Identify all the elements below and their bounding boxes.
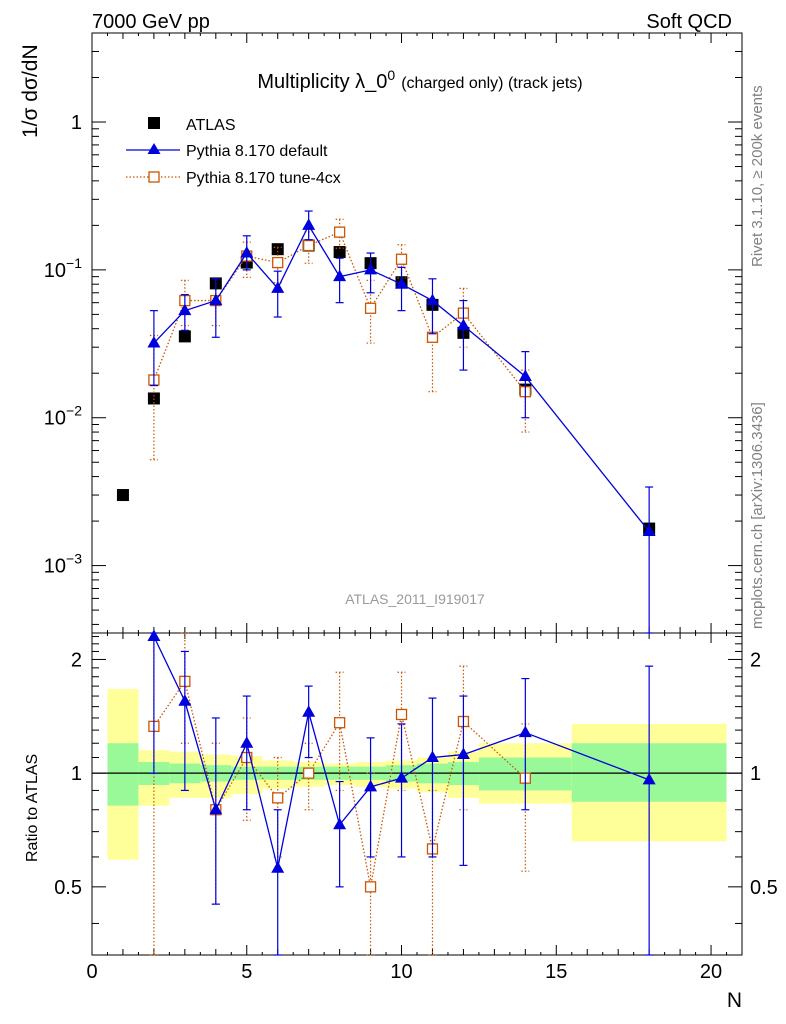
ratio-band-inner (107, 743, 139, 806)
x-tick-label: 20 (700, 961, 722, 983)
pythia-default-point (518, 369, 532, 382)
x-tick-label: 0 (86, 961, 97, 983)
ratio-default-point (642, 772, 656, 785)
y-tick-label-ratio-left: 0.5 (54, 877, 82, 899)
legend-marker-pythia-4cx (148, 171, 160, 183)
y-tick-label-exp: −3 (66, 551, 82, 567)
y-tick-label-base: 10 (44, 408, 66, 430)
legend-label-pythia-default: Pythia 8.170 default (186, 143, 328, 160)
atlas-point (333, 246, 346, 259)
pythia-default-point (240, 246, 254, 258)
x-tick-label: 10 (390, 961, 412, 983)
pythia-4cx-point (333, 226, 346, 238)
ratio-default-point (518, 725, 532, 738)
pythia-4cx-point (272, 256, 284, 269)
ratio-default-point (209, 802, 223, 815)
y-tick-label-ratio-right: 2 (750, 649, 761, 671)
pythia-default-point (333, 269, 347, 282)
chart-title: Multiplicity λ_00 (charged only) (track j… (257, 67, 582, 93)
x-tick-label: 15 (545, 961, 567, 983)
ratio-4cx-point (272, 792, 284, 804)
atlas-point (178, 330, 191, 343)
legend: ATLAS Pythia 8.170 default Pythia 8.170 … (126, 117, 341, 187)
y-tick-label-exp: −1 (66, 255, 82, 271)
ratio-default-point (395, 771, 409, 783)
ratio-4cx-line (153, 679, 526, 887)
ratio-4cx-point (333, 717, 346, 729)
legend-label-atlas: ATLAS (186, 117, 236, 134)
y-tick-label-main: 10−1 (44, 255, 82, 282)
y-tick-label-main: 1 (71, 112, 82, 134)
y-axis-label: 1/σ dσ/dN (19, 44, 42, 138)
pythia-4cx-point (303, 239, 315, 252)
pythia-default-point (178, 303, 192, 316)
ratio-default-point (178, 694, 192, 706)
pythia-4cx-point (364, 302, 377, 314)
header-right: Soft QCD (646, 11, 732, 33)
chart-title-small: (charged only) (track jets) (401, 75, 582, 92)
y-tick-label-exp: −2 (66, 403, 82, 419)
pythia-4cx-point (395, 253, 408, 265)
pythia-default-point (425, 293, 439, 306)
pythia-default-point (271, 281, 285, 293)
x-tick-label: 5 (241, 961, 252, 983)
atlas-point (116, 489, 129, 502)
atlas-point (147, 392, 160, 405)
y-tick-label-base: 10 (44, 260, 66, 282)
y-tick-label-ratio-left: 1 (71, 763, 82, 785)
header-left: 7000 GeV pp (92, 11, 210, 33)
side-label-bottom: mcplots.cern.ch [arXiv:1306.3436] (749, 402, 766, 629)
ratio-default-point (271, 861, 285, 873)
y-tick-label-ratio-left: 2 (71, 649, 82, 671)
legend-label-pythia-4cx: Pythia 8.170 tune-4cx (186, 170, 341, 187)
pythia-default-point (364, 262, 378, 275)
y-tick-label-base: 1 (71, 112, 82, 134)
legend-marker-pythia-default (147, 143, 161, 154)
side-label-top: Rivet 3.1.10, ≥ 200k events (749, 85, 766, 267)
atlas-point (271, 243, 284, 256)
ratio-y-axis-label: Ratio to ATLAS (24, 754, 41, 862)
data-layer (92, 210, 742, 956)
legend-marker-atlas (148, 117, 160, 129)
y-tick-label-main: 10−2 (44, 403, 82, 430)
pythia-default-point (209, 293, 223, 306)
pythia-default-point (395, 277, 409, 289)
pythia-default-point (456, 318, 470, 331)
pythia-default-point (302, 218, 316, 230)
ratio-default-point (333, 817, 347, 830)
y-tick-label-main: 10−3 (44, 551, 82, 578)
y-tick-label-ratio-right: 1 (750, 763, 761, 785)
ratio-default-point (425, 750, 439, 763)
ratio-4cx-point (303, 767, 315, 779)
ratio-default-point (456, 747, 470, 760)
ratio-default-point (147, 629, 161, 642)
pythia-default-point (642, 524, 656, 537)
y-tick-label-base: 10 (44, 556, 66, 578)
ratio-default-point (364, 779, 378, 792)
y-tick-label-ratio-right: 0.5 (750, 877, 778, 899)
ratio-4cx-point (395, 708, 408, 721)
ratio-4cx-point (364, 881, 377, 893)
pythia-default-point (147, 336, 161, 348)
chart-title-sup: 0 (387, 67, 395, 83)
watermark: ATLAS_2011_I919017 (345, 591, 485, 607)
chart-title-main: Multiplicity λ_0 (257, 71, 387, 93)
ratio-default-point (302, 705, 316, 717)
ratio-default-point (240, 736, 254, 748)
x-axis-label: N (727, 989, 742, 1012)
